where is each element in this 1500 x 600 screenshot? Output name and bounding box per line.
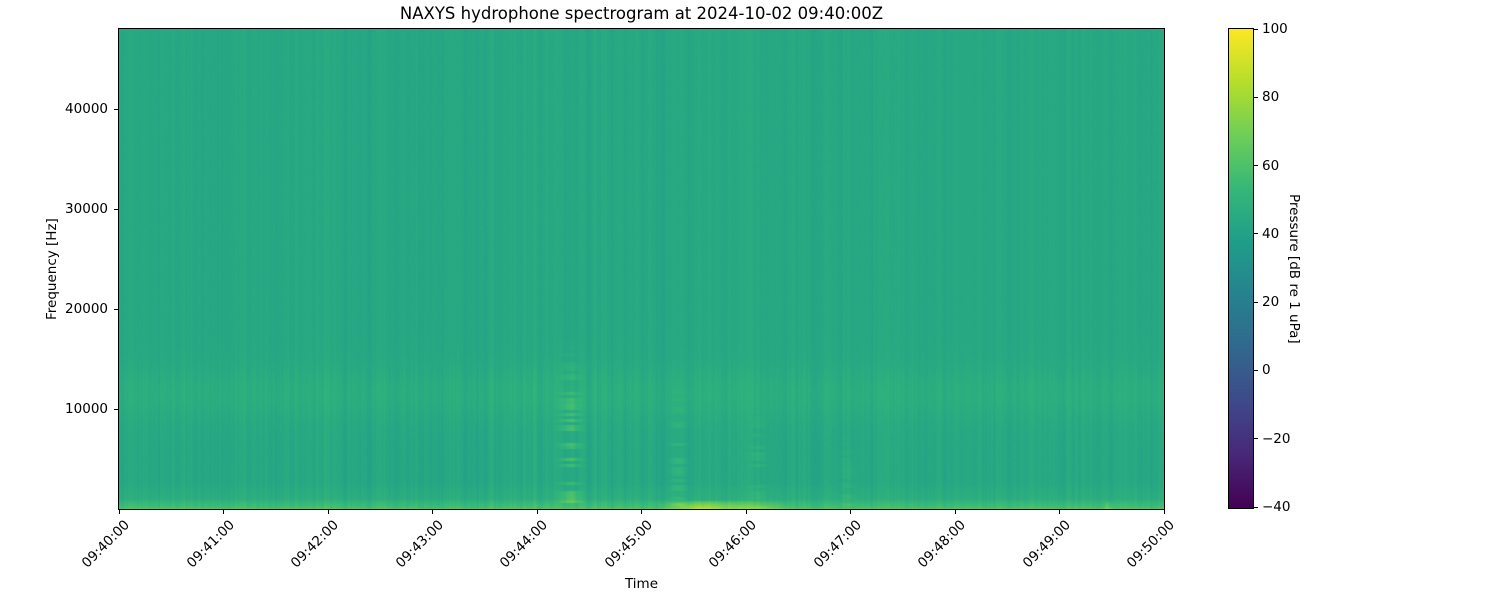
y-tick-label: 20000 bbox=[65, 301, 108, 317]
x-tick-label: 09:42:00 bbox=[288, 517, 343, 572]
x-tick-label: 09:41:00 bbox=[183, 517, 238, 572]
colorbar-tick bbox=[1254, 369, 1258, 371]
x-tick-label: 09:45:00 bbox=[601, 517, 656, 572]
x-tick bbox=[641, 510, 642, 514]
y-tick bbox=[114, 408, 118, 410]
x-tick-label: 09:46:00 bbox=[706, 517, 761, 572]
x-tick-label: 09:49:00 bbox=[1019, 517, 1074, 572]
plot-area bbox=[118, 28, 1165, 510]
colorbar-tick-label: 0 bbox=[1262, 362, 1271, 379]
colorbar-tick-label: 60 bbox=[1262, 157, 1280, 174]
y-tick bbox=[114, 108, 118, 110]
colorbar-tick bbox=[1254, 165, 1258, 167]
x-tick-label: 09:48:00 bbox=[915, 517, 970, 572]
x-tick bbox=[1059, 510, 1060, 514]
x-tick bbox=[954, 510, 956, 514]
colorbar bbox=[1228, 28, 1254, 509]
x-tick-label: 09:44:00 bbox=[497, 517, 552, 572]
y-tick-label: 10000 bbox=[65, 401, 108, 417]
colorbar-tick-label: −20 bbox=[1262, 430, 1291, 447]
y-tick bbox=[114, 208, 118, 210]
x-tick bbox=[432, 510, 433, 514]
x-tick bbox=[327, 510, 329, 514]
x-tick bbox=[745, 510, 747, 514]
colorbar-tick bbox=[1254, 506, 1258, 508]
colorbar-tick bbox=[1254, 28, 1258, 30]
x-tick-label: 09:50:00 bbox=[1124, 517, 1179, 572]
chart-title: NAXYS hydrophone spectrogram at 2024-10-… bbox=[399, 4, 884, 23]
y-tick bbox=[114, 308, 118, 310]
x-tick bbox=[536, 510, 538, 514]
colorbar-label: Pressure [dB re 1 uPa] bbox=[1286, 193, 1302, 344]
x-tick bbox=[118, 510, 120, 514]
colorbar-tick bbox=[1254, 438, 1258, 440]
x-tick-label: 09:43:00 bbox=[392, 517, 447, 572]
colorbar-tick bbox=[1254, 301, 1258, 303]
x-tick-label: 09:47:00 bbox=[810, 517, 865, 572]
colorbar-tick-label: 40 bbox=[1262, 225, 1280, 242]
x-tick bbox=[1163, 510, 1165, 514]
colorbar-tick-label: 20 bbox=[1262, 294, 1280, 311]
y-axis-label: Frequency [Hz] bbox=[44, 218, 60, 320]
spectrogram-canvas bbox=[119, 29, 1164, 509]
y-tick-label: 30000 bbox=[65, 201, 108, 217]
colorbar-tick bbox=[1254, 233, 1258, 235]
x-tick-label: 09:40:00 bbox=[79, 517, 134, 572]
y-tick-label: 40000 bbox=[65, 101, 108, 117]
x-axis-label: Time bbox=[624, 576, 659, 592]
x-tick bbox=[850, 510, 851, 514]
colorbar-gradient-canvas bbox=[1229, 29, 1253, 508]
colorbar-tick bbox=[1254, 96, 1258, 98]
colorbar-tick-label: 80 bbox=[1262, 89, 1280, 106]
x-tick bbox=[223, 510, 224, 514]
colorbar-tick-label: 100 bbox=[1262, 21, 1288, 37]
colorbar-tick-label: −40 bbox=[1262, 499, 1291, 515]
